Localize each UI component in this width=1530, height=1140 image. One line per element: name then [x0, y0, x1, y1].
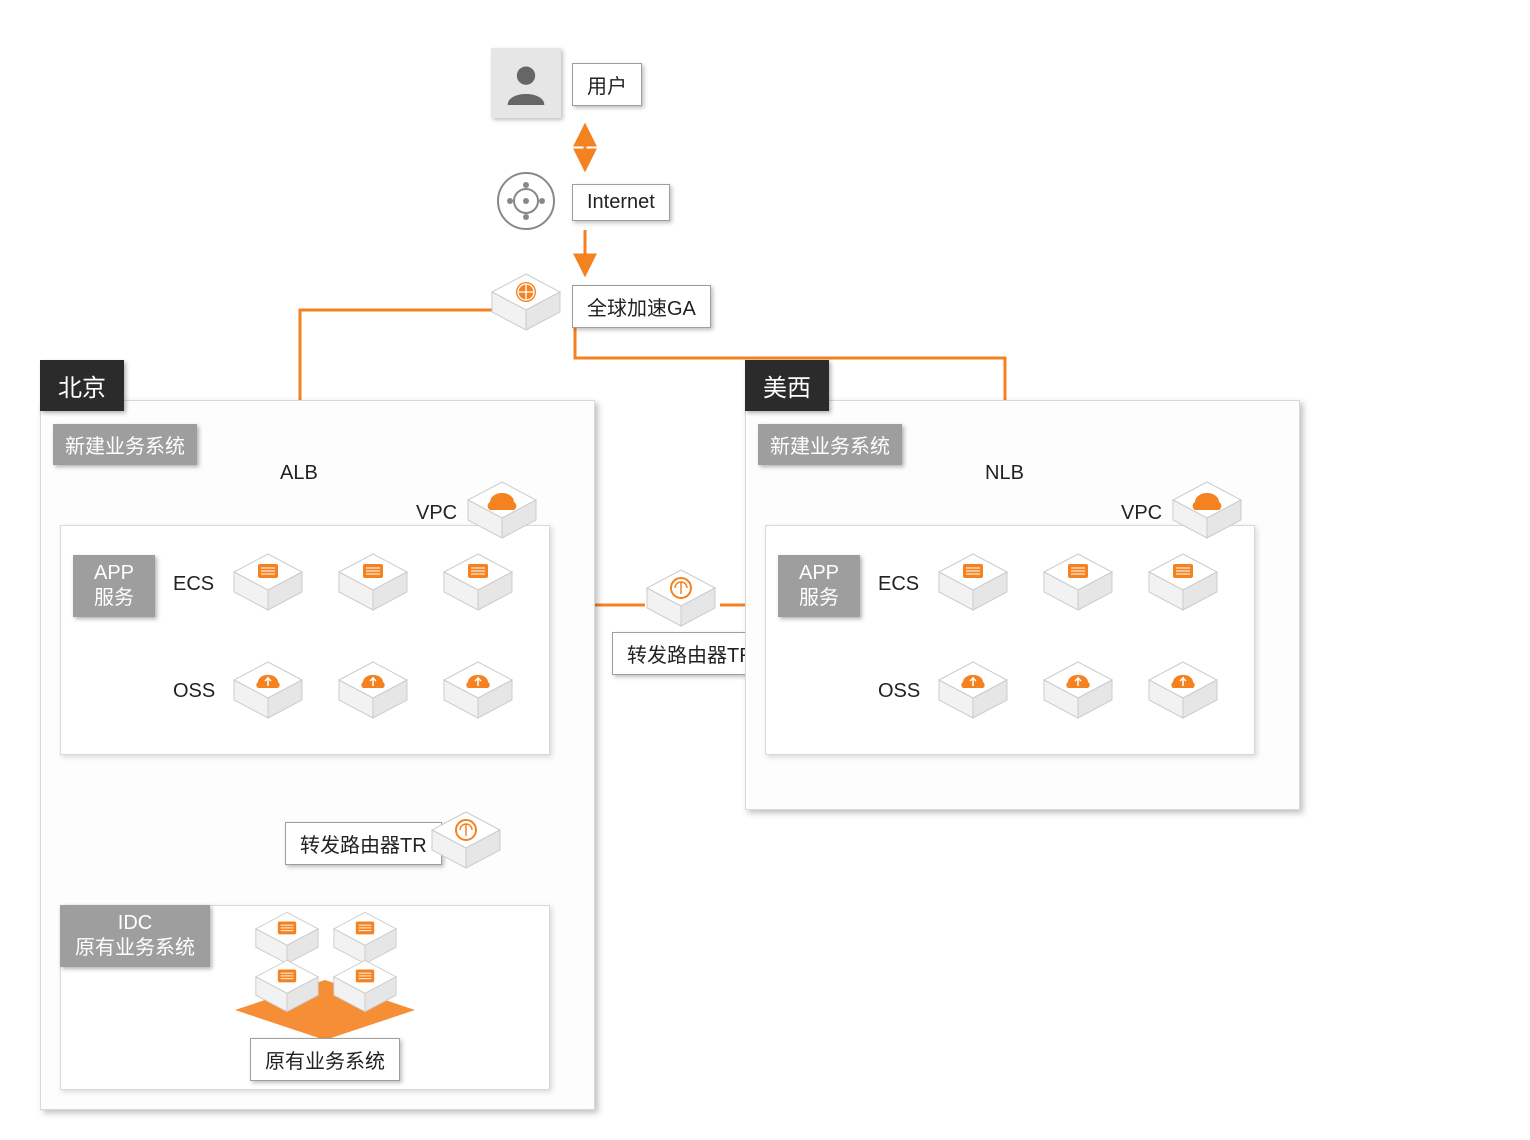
ecs-cube: [337, 552, 409, 612]
beijing-newsys: 新建业务系统: [53, 424, 197, 465]
oss-cube: [232, 660, 304, 720]
internet-label: Internet: [572, 184, 670, 221]
internet-icon: [495, 170, 557, 237]
uswest-app: APP 服务: [778, 555, 860, 617]
uswest-tab: 美西: [745, 360, 829, 411]
beijing-idc: IDC 原有业务系统: [60, 905, 210, 967]
ecs-cube: [1147, 552, 1219, 612]
beijing-app-text: APP 服务: [94, 562, 134, 609]
beijing-ecs: ECS: [173, 573, 214, 596]
ecs-cube: [937, 552, 1009, 612]
user-icon: [491, 48, 561, 118]
uswest-vpc-label: VPC: [1121, 502, 1162, 525]
ga-label: 全球加速GA: [572, 285, 711, 328]
oss-cube: [337, 660, 409, 720]
oss-cube: [442, 660, 514, 720]
uswest-nlb: NLB: [985, 462, 1024, 485]
user-label: 用户: [572, 63, 642, 106]
beijing-tr-icon: [430, 810, 502, 870]
uswest-app-text: APP 服务: [799, 562, 839, 609]
uswest-newsys: 新建业务系统: [758, 424, 902, 465]
oss-cube: [1042, 660, 1114, 720]
beijing-vpc-label: VPC: [416, 502, 457, 525]
beijing-legacy-label: 原有业务系统: [250, 1038, 400, 1081]
ecs-cube: [1042, 552, 1114, 612]
oss-cube: [937, 660, 1009, 720]
oss-cube: [1147, 660, 1219, 720]
uswest-oss: OSS: [878, 680, 920, 703]
uswest-ecs: ECS: [878, 573, 919, 596]
ecs-cube: [232, 552, 304, 612]
beijing-tab: 北京: [40, 360, 124, 411]
ga-icon: [490, 272, 562, 332]
beijing-vpc-icon: [466, 480, 538, 540]
middle-tr-icon: [645, 568, 717, 628]
beijing-idc-text: IDC 原有业务系统: [75, 912, 195, 959]
server-cube: [254, 958, 320, 1018]
beijing-tr-label: 转发路由器TR: [285, 822, 442, 865]
beijing-alb: ALB: [280, 462, 318, 485]
beijing-oss: OSS: [173, 680, 215, 703]
ecs-cube: [442, 552, 514, 612]
beijing-app: APP 服务: [73, 555, 155, 617]
uswest-vpc-icon: [1171, 480, 1243, 540]
server-cube: [332, 958, 398, 1018]
